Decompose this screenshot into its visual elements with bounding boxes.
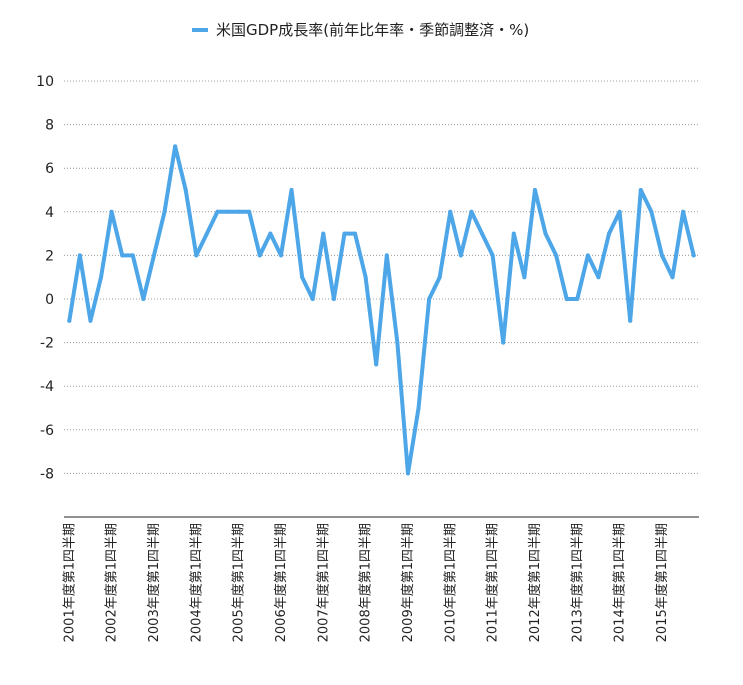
data-point [363,275,368,280]
data-point [427,297,432,301]
data-point [384,253,389,258]
y-tick-label: -6 [40,423,54,439]
x-tick-label: 2004年度第1四半期 [188,523,204,642]
data-point [437,275,442,280]
data-point [310,297,315,301]
data-point [617,209,622,214]
data-point [575,297,580,301]
data-point [289,188,294,192]
data-point [342,231,347,236]
x-tick-label: 2013年度第1四半期 [569,523,585,642]
data-point [236,209,241,214]
data-point [151,253,156,258]
data-point [300,275,305,280]
data-point [374,362,379,367]
x-tick-label: 2005年度第1四半期 [231,523,247,642]
data-point [691,253,696,258]
data-point [511,231,516,236]
data-point [480,231,485,236]
data-point [596,275,601,280]
y-tick-label: 10 [36,74,54,90]
data-point [469,209,474,214]
data-point [226,209,231,214]
x-tick-label: 2006年度第1四半期 [273,523,289,642]
data-point [554,253,559,258]
y-tick-label: -8 [40,466,54,482]
data-point [638,188,643,192]
data-point [247,209,252,214]
x-tick-label: 2002年度第1四半期 [104,523,120,642]
data-point [183,188,188,192]
x-tick-label: 2014年度第1四半期 [612,523,628,642]
data-point [490,253,495,258]
data-point [458,253,463,258]
data-point [607,231,612,236]
data-point [522,275,527,280]
data-point [257,253,262,258]
data-point [649,209,654,214]
data-point [162,209,167,214]
data-point [532,188,537,192]
x-tick-label: 2009年度第1四半期 [400,523,416,642]
data-point [120,253,125,258]
x-tick-label: 2011年度第1四半期 [485,523,501,642]
gridlines [64,80,699,474]
data-point [405,471,410,476]
y-tick-label: 4 [45,205,54,221]
data-point [681,209,686,214]
data-point [109,209,114,214]
legend: 米国GDP成長率(前年比年率・季節調整済・%) [192,21,529,39]
data-point [194,253,199,258]
data-point [99,275,104,280]
series-line-gdp-growth [67,144,696,476]
data-point [659,253,664,258]
data-point [77,253,82,258]
x-tick-label: 2007年度第1四半期 [315,523,331,642]
series-layer [67,144,696,476]
y-tick-label: 0 [45,292,54,308]
data-point [141,297,146,301]
data-point [353,231,358,236]
y-tick-label: 2 [45,248,54,264]
data-point [321,231,326,236]
y-tick-label: 8 [45,118,54,134]
data-point [130,253,135,258]
y-tick-label: -2 [40,336,54,352]
y-tick-label: -4 [40,379,54,395]
data-point [173,144,178,149]
data-point [448,209,453,214]
data-point [564,297,569,301]
data-point [204,231,209,236]
data-point [88,318,93,323]
x-tick-label: 2015年度第1四半期 [654,523,670,642]
data-point [268,231,273,236]
x-axis-labels: 2001年度第1四半期 2002年度第1四半期 2003年度第1四半期 2004年度第… [61,523,670,642]
data-point [67,318,72,323]
data-point [501,340,506,345]
y-axis-labels: 10 8 6 4 2 0 -2 -4 -6 -8 [36,74,54,482]
x-tick-label: 2008年度第1四半期 [358,523,374,642]
x-tick-label: 2010年度第1四半期 [442,523,458,642]
x-tick-label: 2003年度第1四半期 [146,523,162,642]
legend-label: 米国GDP成長率(前年比年率・季節調整済・%) [216,21,529,39]
x-tick-label: 2001年度第1四半期 [61,523,77,642]
x-tick-label: 2012年度第1四半期 [527,523,543,642]
data-point [670,275,675,280]
data-point [585,253,590,258]
data-point [416,406,421,410]
data-point [543,231,548,236]
data-point [628,318,633,323]
y-tick-label: 6 [45,161,54,177]
data-point [278,253,283,258]
data-point [215,209,220,214]
data-point [331,297,336,301]
data-point [395,340,400,345]
